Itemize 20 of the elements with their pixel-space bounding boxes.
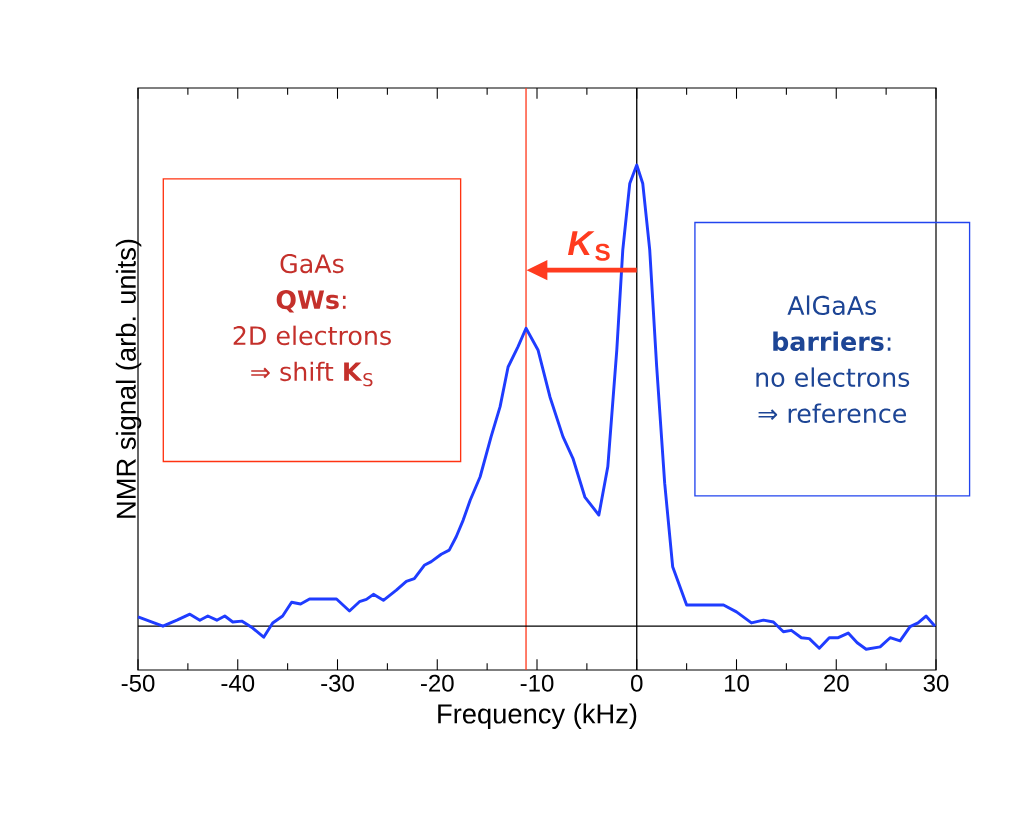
x-tick-label: -10 bbox=[520, 674, 554, 692]
annotation: GaAs bbox=[280, 254, 344, 274]
annotation: 2D electrons bbox=[233, 325, 391, 346]
x-tick-label: 10 bbox=[724, 674, 749, 692]
x-tick-label: -30 bbox=[321, 674, 354, 692]
x-tick-label: 30 bbox=[923, 674, 949, 692]
annotation: QWs: bbox=[276, 290, 346, 313]
y-axis-title: NMR signal (arb. units) bbox=[115, 239, 142, 518]
annotation: no electrons bbox=[756, 367, 910, 387]
x-tick-label: -20 bbox=[420, 674, 454, 692]
x-tick-label: 0 bbox=[631, 674, 643, 692]
x-tick-label: -50 bbox=[121, 674, 155, 692]
annotation: AlGaAs bbox=[787, 295, 877, 315]
annotation: barriers: bbox=[773, 331, 891, 351]
annotation: K$_{S}$ bbox=[567, 231, 610, 261]
x-tick-label: -40 bbox=[221, 674, 255, 692]
annotation: ⇒ reference bbox=[758, 403, 907, 423]
x-tick-label: 20 bbox=[824, 674, 849, 692]
annotation: ⇒ shift K$_{S}$ bbox=[251, 361, 373, 387]
x-axis-title: Frequency (kHz) bbox=[438, 703, 637, 729]
